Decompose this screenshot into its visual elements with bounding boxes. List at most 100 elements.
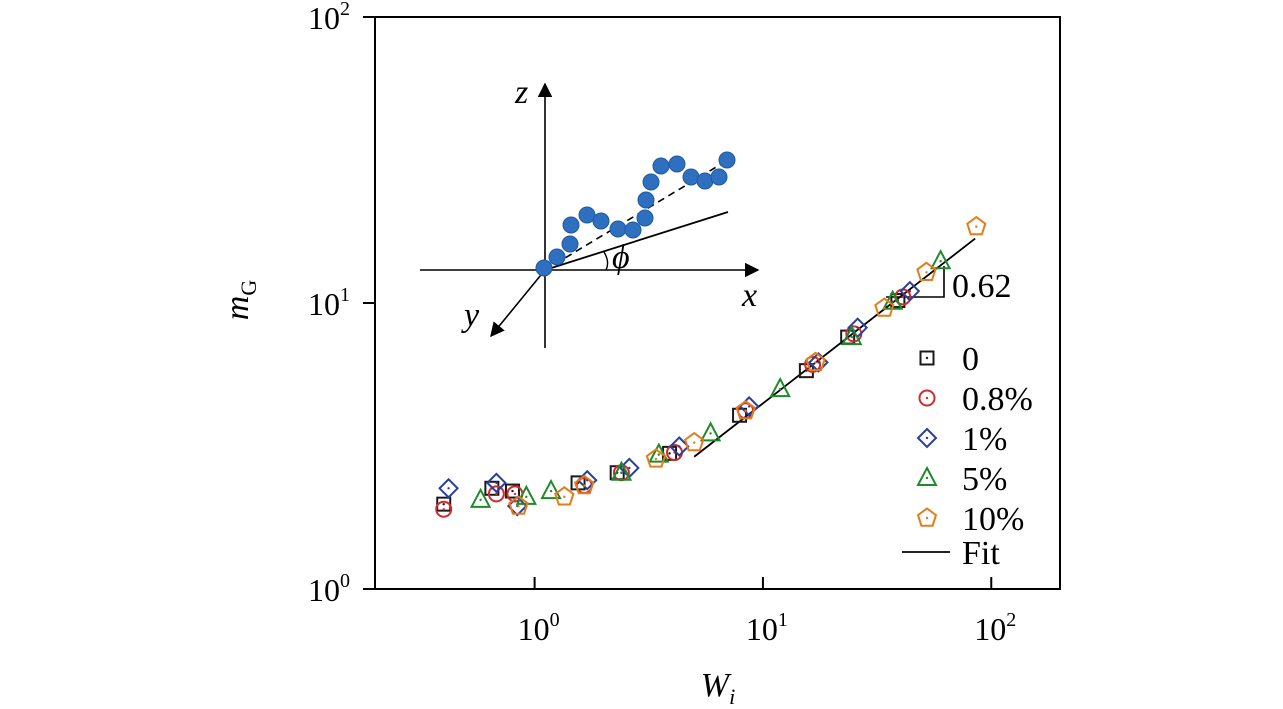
data-point-square: [732, 407, 748, 423]
inset-angle-label: ϕ: [612, 239, 630, 276]
x-axis-ticks: 100 101 102: [518, 577, 1016, 647]
inset-particle: [624, 221, 642, 239]
legend-marker-diamond-center-dot: [925, 436, 929, 440]
inset-z-label: z: [514, 74, 528, 111]
x-tick-label-exponent: 1: [778, 609, 788, 631]
data-point-triangle-center-dot: [549, 489, 553, 493]
data-point-pentagon: [805, 351, 826, 372]
data-point-diamond-center-dot: [856, 326, 859, 329]
data-point-triangle: [610, 460, 633, 481]
data-point-pentagon-center-dot: [654, 457, 658, 461]
x-tick-label-base: 10: [974, 611, 1006, 647]
data-point-pentagon-center-dot: [692, 441, 696, 444]
data-point-pentagon-center-dot: [517, 504, 520, 508]
data-point-triangle-center-dot: [620, 471, 623, 474]
data-point-triangle-center-dot: [479, 498, 482, 502]
data-point-diamond-center-dot: [817, 361, 820, 364]
data-point-square-center-dot: [511, 489, 514, 493]
data-point-pentagon-center-dot: [814, 361, 817, 364]
data-point-pentagon: [645, 448, 667, 468]
data-point-square: [890, 293, 906, 309]
legend-label: 0.8%: [962, 381, 1033, 418]
data-point-pentagon-center-dot: [583, 484, 586, 487]
inset-particle: [668, 155, 686, 173]
x-tick-label-exponent: 2: [1006, 609, 1016, 631]
x-tick-label: 102: [974, 609, 1016, 647]
data-point-pentagon: [735, 400, 756, 420]
data-point-triangle-center-dot: [850, 335, 853, 339]
data-point-square: [504, 483, 520, 499]
data-point-circle: [487, 485, 505, 503]
data-point-diamond: [899, 280, 921, 302]
inset-particle: [592, 212, 610, 230]
x-tick-label-exponent: 0: [550, 609, 560, 631]
inset-particle: [562, 216, 580, 234]
inset-y-axis: [490, 269, 546, 338]
legend-marker-square: [919, 350, 935, 366]
legend-label: 10%: [962, 501, 1024, 538]
inset-particle: [548, 248, 566, 266]
data-point-triangle-center-dot: [709, 432, 712, 435]
legend-marker-pentagon-center-dot: [925, 516, 929, 520]
legend-marker-triangle: [916, 465, 938, 486]
inset-particle: [637, 191, 655, 209]
inset-projection-line: [544, 211, 729, 271]
data-point-circle-center-dot: [495, 492, 498, 496]
data-point-circle: [804, 355, 822, 373]
inset-particle: [535, 259, 553, 277]
inset-schematic: ϕ x y z: [420, 74, 760, 348]
y-tick-label-base: 10: [308, 0, 340, 36]
inset-particle: [636, 209, 654, 227]
data-point-triangle: [648, 442, 670, 463]
inset-particle: [718, 151, 736, 169]
x-tick-label: 101: [746, 609, 788, 647]
data-point-triangle-center-dot: [525, 495, 528, 499]
data-point-diamond: [485, 472, 507, 494]
data-point-diamond-center-dot: [447, 487, 450, 490]
x-axis-title: Wi: [701, 667, 735, 709]
data-point-triangle: [929, 249, 952, 270]
data-point-pentagon-center-dot: [883, 306, 886, 310]
legend-marker-circle: [918, 389, 936, 407]
legend-label: Fit: [962, 535, 1000, 572]
x-axis-title-main: W: [701, 667, 732, 704]
data-point-diamond: [438, 477, 459, 499]
y-tick-label-exponent: 1: [340, 284, 350, 306]
y-tick-label-exponent: 2: [340, 0, 350, 20]
y-tick-label: 100: [308, 570, 350, 608]
y-tick-label-exponent: 0: [340, 570, 350, 592]
fit-line: [693, 237, 976, 458]
inset-particle: [642, 173, 660, 191]
inset-y-label: y: [461, 297, 480, 334]
data-point-triangle: [769, 376, 791, 398]
x-tick-label-base: 10: [746, 611, 778, 647]
x-axis-title-sub: i: [729, 684, 735, 709]
data-point-pentagon-center-dot: [925, 271, 928, 274]
data-point-square: [484, 480, 500, 496]
data-point-square-center-dot: [668, 452, 671, 455]
y-tick-label: 101: [308, 284, 350, 322]
data-point-pentagon-center-dot: [744, 409, 747, 412]
slope-guide: [872, 321, 908, 349]
data-point-pentagon: [684, 431, 705, 452]
legend-marker-triangle-center-dot: [925, 476, 929, 480]
data-point-triangle: [540, 478, 562, 500]
y-axis-title-main: m: [219, 296, 256, 321]
data-point-pentagon: [966, 215, 987, 236]
y-tick-label: 102: [308, 0, 350, 36]
data-point-triangle-center-dot: [939, 260, 942, 263]
fit-group: 0.62: [693, 237, 1012, 458]
data-point-triangle: [841, 324, 863, 346]
y-axis-title: mG: [219, 280, 261, 321]
data-point-triangle: [699, 421, 722, 442]
data-point-triangle: [469, 487, 492, 508]
inset-angle-arc: [603, 251, 609, 271]
data-point-diamond-center-dot: [908, 289, 912, 293]
inset-particle-chain: [535, 151, 736, 277]
inset-particle: [696, 172, 714, 190]
data-point-pentagon: [554, 486, 575, 506]
legend-marker-circle-center-dot: [925, 396, 929, 400]
data-point-diamond: [668, 436, 690, 457]
